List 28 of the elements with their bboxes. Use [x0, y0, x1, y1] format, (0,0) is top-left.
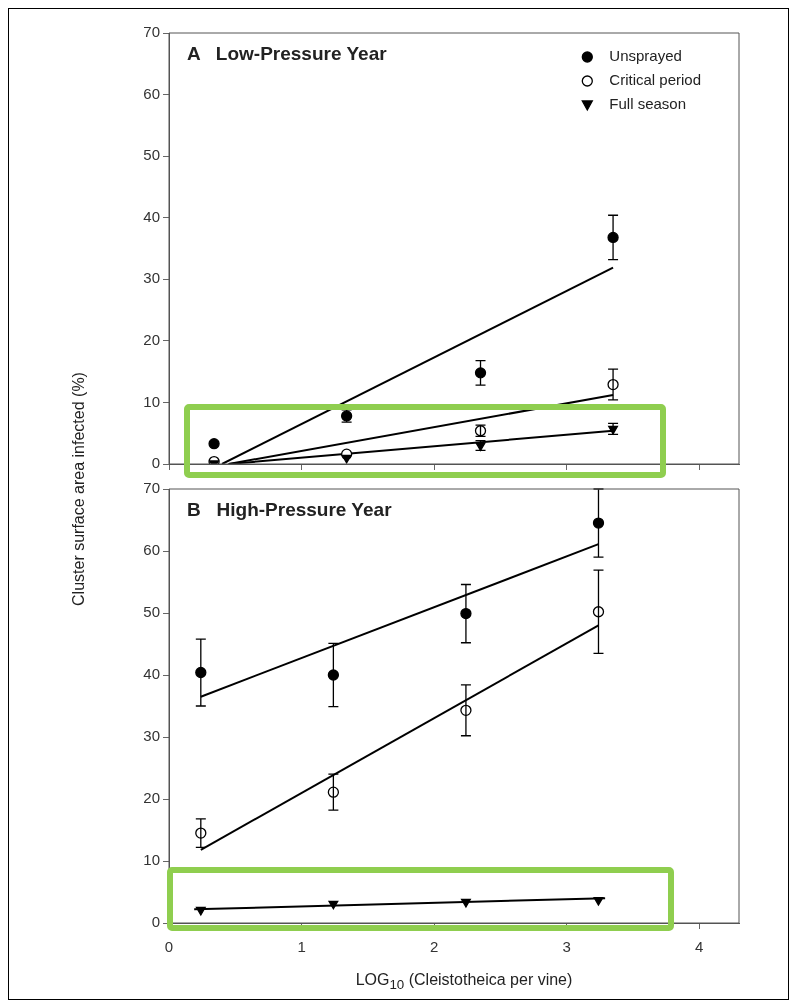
y-tick-label: 70	[143, 23, 160, 41]
x-tick-label: 2	[429, 938, 439, 956]
legend-label: Critical period	[609, 71, 701, 89]
y-tick-label: 60	[143, 541, 160, 559]
y-axis-title: Cluster surface area infected (%)	[70, 372, 88, 606]
y-tick-label: 20	[143, 789, 160, 807]
y-tick-label: 60	[143, 84, 160, 102]
y-tick-label: 40	[143, 207, 160, 225]
legend-label: Unsprayed	[609, 47, 682, 65]
y-tick-label: 30	[143, 269, 160, 287]
x-axis-title: LOG$_{10}$ (Cleistotheica per vine)	[354, 971, 574, 993]
y-tick-label: 50	[143, 146, 160, 164]
text: B High-Pressure Year	[187, 498, 393, 520]
x-tick-label: 1	[297, 938, 306, 956]
x-tick-label: 4	[695, 938, 704, 956]
y-tick-label: 10	[143, 851, 160, 869]
x-tick-label: 3	[562, 938, 571, 956]
y-tick-label: 40	[143, 665, 160, 683]
y-tick-label: 30	[143, 727, 160, 745]
text: A Low-Pressure Year	[187, 42, 388, 64]
y-tick-label: 0	[151, 454, 160, 472]
legend-label: Full season	[609, 95, 687, 113]
y-tick-label: 10	[143, 392, 160, 410]
y-tick-label: 0	[151, 913, 160, 931]
x-tick-label: 0	[164, 938, 174, 956]
y-tick-label: 70	[143, 479, 160, 497]
y-tick-label: 20	[143, 331, 160, 348]
y-tick-label: 50	[143, 603, 160, 621]
